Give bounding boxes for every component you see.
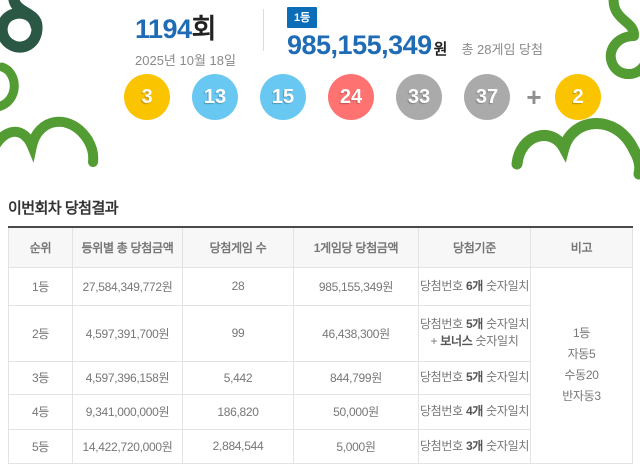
per-game-prize-cell: 5,000원 — [293, 428, 419, 464]
games-count-cell: 99 — [182, 304, 294, 362]
plus-icon: + — [526, 82, 542, 112]
table-header-row: 순위 등위별 총 당첨금액 당첨게임 수 1게임당 당첨금액 당첨기준 비고 — [8, 226, 633, 268]
criteria-cell: 당첨번호 5개 숫자일치 — [418, 360, 531, 395]
lotto-ball-2: 13 — [192, 74, 238, 120]
table-row: 3등 4,597,396,158원 5,442 844,799원 당첨번호 5개… — [8, 360, 633, 395]
total-prize-cell: 4,597,396,158원 — [72, 360, 183, 395]
criteria-bonus: 보너스 — [440, 334, 473, 348]
criteria-text: + — [430, 334, 441, 348]
criteria-cell: 당첨번호 6개 숫자일치 — [418, 266, 531, 306]
criteria-count: 4개 — [465, 404, 484, 418]
first-rank-badge: 1등 — [287, 7, 318, 28]
table-row: 4등 9,341,000,000원 186,820 50,000원 당첨번호 4… — [8, 393, 633, 430]
rank-cell: 1등 — [8, 266, 73, 306]
lotto-ball-5: 33 — [396, 74, 442, 120]
criteria-cell: 당첨번호 5개 숫자일치 + 보너스 숫자일치 — [418, 304, 531, 362]
col-header-per-game: 1게임당 당첨금액 — [293, 226, 419, 268]
criteria-count: 3개 — [465, 438, 484, 453]
rank-cell: 2등 — [8, 304, 73, 362]
cloud-decoration-right-icon — [511, 118, 640, 180]
criteria-text: 당첨번호 — [419, 317, 466, 331]
table-row: 5등 14,422,720,000원 2,884,544 5,000원 당첨번호… — [8, 428, 633, 464]
criteria-cell: 당첨번호 4개 숫자일치 — [418, 393, 531, 430]
criteria-cell: 당첨번호 3개 숫자일치 — [418, 428, 531, 464]
col-header-games: 당첨게임 수 — [182, 226, 294, 268]
col-header-criteria: 당첨기준 — [418, 226, 531, 268]
lotto-ball-6: 37 — [464, 74, 510, 120]
total-prize-cell: 14,422,720,000원 — [72, 428, 183, 464]
criteria-text: 당첨번호 — [419, 370, 466, 384]
total-prize-cell: 4,597,391,700원 — [72, 304, 183, 362]
criteria-text: 숫자일치 — [483, 404, 530, 418]
col-header-total: 등위별 총 당첨금액 — [72, 226, 183, 268]
games-count-cell: 2,884,544 — [182, 428, 294, 464]
lotto-ball-3: 15 — [260, 74, 306, 120]
total-prize-cell: 9,341,000,000원 — [72, 393, 183, 430]
total-prize-cell: 27,584,349,772원 — [72, 266, 183, 306]
criteria-text: 숫자일치 — [483, 278, 530, 293]
draw-round: 1194회 — [135, 7, 236, 46]
games-count-cell: 186,820 — [182, 393, 294, 430]
criteria-count: 6개 — [465, 278, 484, 293]
note-line: 자동5 — [567, 347, 596, 361]
per-game-prize-cell: 844,799원 — [293, 360, 419, 395]
criteria-text: 숫자일치 — [483, 370, 530, 384]
first-prize-block: 1등 985,155,349 원 총 28게임 당첨 — [287, 7, 543, 61]
clover-decoration-left-arc-icon — [0, 62, 19, 112]
per-game-prize-cell: 985,155,349원 — [293, 266, 419, 306]
table-row: 2등 4,597,391,700원 99 46,438,300원 당첨번호 5개… — [8, 304, 633, 362]
table-row: 1등 27,584,349,772원 28 985,155,349원 당첨번호 … — [8, 266, 633, 464]
col-header-note: 비고 — [530, 226, 633, 268]
note-line: 수동20 — [564, 368, 599, 382]
note-line: 1등 — [572, 326, 591, 340]
criteria-text: 숫자일치 — [472, 334, 519, 348]
criteria-count: 5개 — [465, 370, 484, 384]
criteria-count: 5개 — [465, 317, 484, 331]
winning-results-table: 순위 등위별 총 당첨금액 당첨게임 수 1게임당 당첨금액 당첨기준 비고 1… — [8, 226, 633, 464]
prize-amount: 985,155,349 — [287, 30, 432, 60]
rank-cell: 4등 — [8, 393, 73, 430]
round-number: 1194 — [135, 14, 192, 44]
rank-cell: 3등 — [8, 360, 73, 395]
criteria-text: 당첨번호 — [419, 404, 466, 418]
per-game-prize-cell: 50,000원 — [293, 393, 419, 430]
draw-round-block: 1194회 2025년 10월 18일 — [135, 7, 236, 69]
note-line: 반자동3 — [562, 389, 601, 403]
prize-unit: 원 — [433, 41, 448, 58]
lotto-ball-4: 24 — [328, 74, 374, 120]
per-game-prize-cell: 46,438,300원 — [293, 304, 419, 362]
draw-date: 2025년 10월 18일 — [135, 53, 236, 68]
total-winning-games: 총 28게임 당첨 — [461, 42, 543, 57]
criteria-text: 당첨번호 — [419, 278, 466, 293]
header-divider — [263, 9, 264, 51]
games-count-cell: 5,442 — [182, 360, 294, 395]
clover-decoration-top-left-icon — [0, 0, 43, 53]
round-suffix: 회 — [191, 14, 217, 44]
games-count-cell: 28 — [182, 266, 294, 306]
lotto-ball-1: 3 — [124, 74, 170, 120]
criteria-text: 당첨번호 — [419, 438, 466, 453]
rank-cell: 5등 — [8, 428, 73, 464]
col-header-rank: 순위 — [8, 226, 73, 268]
criteria-text: 숫자일치 — [483, 438, 530, 453]
results-section-title: 이번회차 당첨결과 — [8, 200, 119, 217]
prize-line: 985,155,349 원 총 28게임 당첨 — [287, 30, 543, 61]
note-cell: 1등 자동5 수동20 반자동3 — [530, 266, 633, 464]
clover-decoration-top-right-icon — [605, 0, 640, 79]
criteria-text: 숫자일치 — [483, 317, 530, 331]
winning-numbers-row: 3 13 15 24 33 37 + 2 — [124, 74, 601, 120]
bonus-ball: 2 — [555, 74, 601, 120]
cloud-decoration-left-icon — [0, 116, 99, 167]
